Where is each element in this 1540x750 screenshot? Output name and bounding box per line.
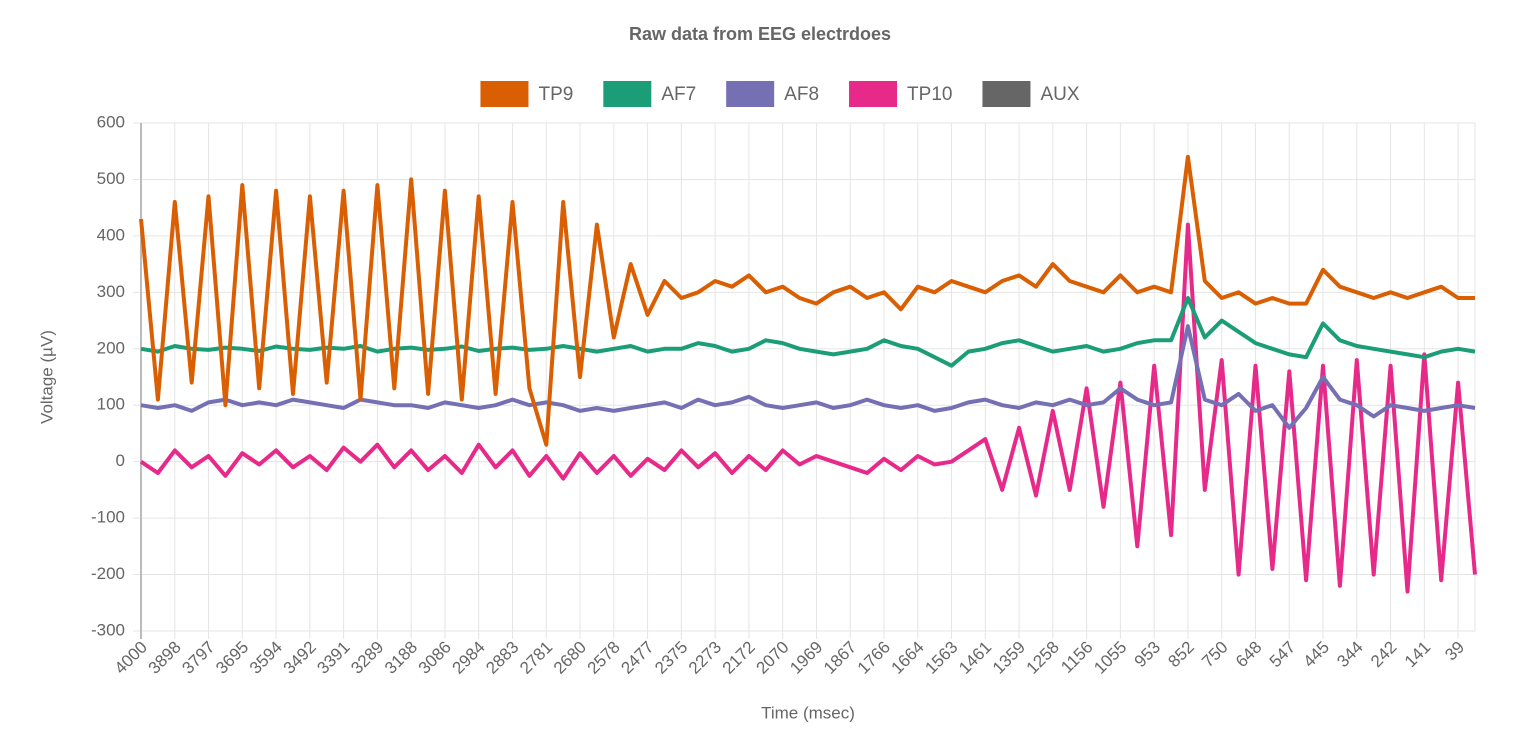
x-tick-label: 1766 [854,638,894,678]
x-tick-label: 750 [1198,638,1231,671]
x-tick-label: 2781 [516,638,556,678]
legend-swatch [480,81,529,107]
legend-swatch [603,81,652,107]
legend-label: AF7 [661,84,696,105]
legend-item: TP9 [480,81,573,107]
x-tick-label: 648 [1232,638,1265,671]
x-tick-label: 3797 [178,638,218,678]
series-line [140,296,1476,368]
x-tick-label: 1359 [989,638,1029,678]
x-tick-label: 3289 [347,638,387,678]
x-tick-label: 2070 [752,638,792,678]
x-tick-label: 3188 [381,638,421,678]
series [140,324,1476,430]
x-tick-label: 3898 [145,638,185,678]
x-tick-label: 1563 [921,638,961,678]
x-tick-label: 242 [1367,638,1400,671]
legend-item: AF8 [726,81,819,107]
x-tick-label: 1664 [888,638,928,678]
x-tick-label: 2172 [719,638,759,678]
chart-title: Raw data from EEG electrdoes [629,24,891,44]
x-tick-label: 1969 [786,638,826,678]
x-tick-label: 1055 [1090,638,1130,678]
series-line [139,222,1477,594]
x-tick-label: 3391 [313,638,353,678]
legend-label: AUX [1040,84,1079,105]
y-tick-label: -100 [91,508,125,527]
x-tick-label: 2375 [651,638,691,678]
y-tick-label: -200 [91,564,125,583]
x-tick-label: 1156 [1057,638,1096,677]
x-tick-label: 1461 [955,638,995,678]
legend-label: TP10 [907,84,952,105]
x-tick-label: 141 [1401,638,1434,671]
x-tick-label: 2578 [584,638,624,678]
x-axis-label: Time (msec) [761,703,855,722]
x-tick-label: 344 [1333,638,1366,671]
legend-label: TP9 [538,84,573,105]
y-tick-label: 100 [97,395,125,414]
y-tick-label: 0 [116,451,125,470]
x-tick-label: 953 [1131,638,1164,671]
x-tick-label: 1867 [820,638,860,678]
series [139,222,1477,594]
x-tick-label: 2477 [617,638,657,678]
y-tick-label: -300 [91,620,125,639]
legend-swatch [982,81,1031,107]
x-tick-label: 852 [1164,638,1197,671]
x-tick-label: 445 [1300,638,1333,671]
legend-item: TP10 [849,81,952,107]
y-tick-label: 300 [97,282,125,301]
x-tick-label: 3492 [280,638,320,678]
legend-label: AF8 [784,84,819,105]
series [140,296,1476,368]
series [139,154,1475,447]
x-tick-label: 2984 [449,638,489,678]
series-line [139,154,1475,447]
series-line [140,324,1476,430]
x-tick-label: 39 [1441,638,1468,665]
y-tick-label: 200 [97,338,125,357]
x-tick-label: 2883 [482,638,522,678]
legend-item: AUX [982,81,1080,107]
x-tick-label: 1258 [1023,638,1063,678]
legend-swatch [726,81,775,107]
y-tick-label: 400 [97,225,125,244]
y-axis-label: Voltage (µV) [37,330,56,424]
x-tick-label: 3695 [212,638,252,678]
x-tick-label: 2680 [550,638,590,678]
x-tick-label: 4000 [111,638,151,678]
y-tick-label: 500 [97,169,125,188]
x-tick-label: 547 [1266,638,1299,671]
y-tick-label: 600 [97,112,125,131]
x-tick-label: 3594 [246,638,286,678]
legend-swatch [849,81,898,107]
x-tick-label: 2273 [685,638,725,678]
legend-item: AF7 [603,81,696,107]
x-tick-label: 3086 [415,638,455,678]
